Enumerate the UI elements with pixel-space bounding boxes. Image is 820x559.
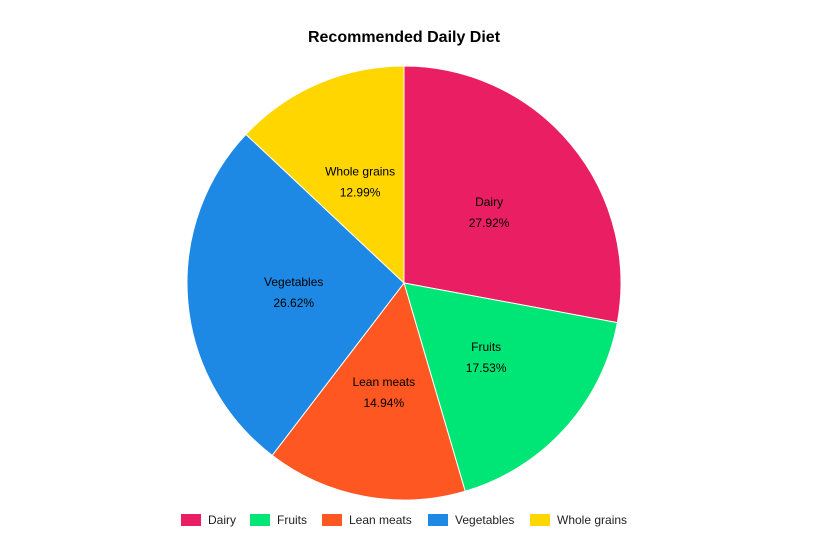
legend-swatch: [250, 514, 270, 526]
slice-label-name: Lean meats: [352, 375, 415, 389]
pie-slice-dairy[interactable]: [403, 65, 622, 324]
legend-swatch: [530, 514, 550, 526]
legend-swatch: [428, 514, 448, 526]
chart-title: Recommended Daily Diet: [308, 29, 501, 46]
legend-item-lean-meats[interactable]: Lean meats: [322, 513, 412, 527]
slice-label-name: Dairy: [475, 195, 503, 209]
legend-label: Lean meats: [349, 513, 412, 527]
slice-label-value: 26.62%: [273, 296, 314, 310]
pie-slice-vegetables[interactable]: [186, 133, 405, 457]
slice-label-name: Fruits: [471, 340, 501, 354]
legend-label: Whole grains: [557, 513, 627, 527]
slice-label-value: 27.92%: [469, 216, 510, 230]
pie-slice-fruits[interactable]: [403, 282, 618, 492]
slice-label-value: 14.94%: [363, 396, 404, 410]
slice-label-name: Vegetables: [264, 275, 323, 289]
legend-swatch: [322, 514, 342, 526]
pie-slice-lean-meats[interactable]: [271, 281, 466, 501]
slice-label-value: 12.99%: [340, 185, 381, 199]
legend-item-whole-grains[interactable]: Whole grains: [530, 513, 627, 527]
legend-item-dairy[interactable]: Dairy: [181, 513, 236, 527]
slice-label-name: Whole grains: [325, 164, 395, 178]
slice-label-value: 17.53%: [466, 361, 507, 375]
pie-slice-whole-grains[interactable]: [245, 65, 405, 285]
legend-label: Dairy: [208, 513, 236, 527]
legend-label: Fruits: [277, 513, 307, 527]
legend-swatch: [181, 514, 201, 526]
legend-item-fruits[interactable]: Fruits: [250, 513, 307, 527]
legend-label: Vegetables: [455, 513, 514, 527]
legend-item-vegetables[interactable]: Vegetables: [428, 513, 514, 527]
